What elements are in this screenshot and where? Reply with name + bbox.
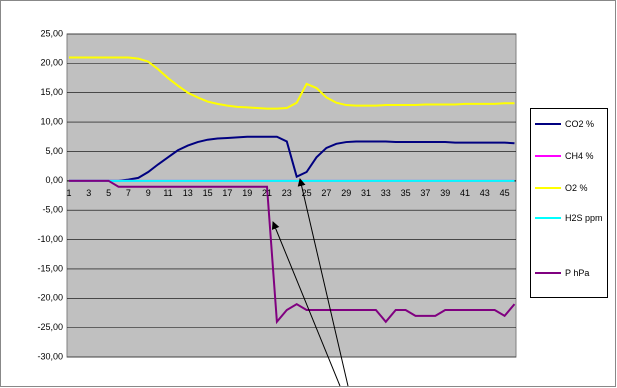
legend-item: CH4 % [531,150,607,162]
x-tick-label: 21 [262,188,272,198]
legend-item: O2 % [531,182,607,194]
legend-item: P hPa [531,267,607,279]
series-line [69,135,515,182]
legend: CO2 % CH4 % O2 % H2S ppm P hPa [530,108,608,298]
legend-label: CH4 % [565,151,594,161]
y-tick-label: 10,00 [40,116,63,126]
x-tick-label: 31 [361,188,371,198]
y-tick-label: -30,00 [37,351,63,361]
legend-swatch [535,272,561,274]
y-tick-label: -5,00 [42,205,63,215]
legend-item: H2S ppm [531,212,607,224]
legend-label: O2 % [565,183,588,193]
x-tick-label: 33 [381,188,391,198]
legend-swatch [535,187,561,189]
y-tick-label: -20,00 [37,293,63,303]
arrows [271,178,349,387]
y-tick-label: 25,00 [40,28,63,38]
x-tick-label: 45 [500,188,510,198]
legend-swatch [535,217,561,219]
y-tick-label: -10,00 [37,234,63,244]
x-tick-label: 9 [146,188,151,198]
series-line [69,56,515,110]
legend-item: CO2 % [531,118,607,130]
legend-label: P hPa [565,268,590,278]
arrow [271,221,341,387]
x-tick-label: 5 [106,188,111,198]
x-tick-label: 17 [222,188,232,198]
x-tick-label: 41 [460,188,470,198]
legend-label: H2S ppm [565,213,603,223]
legend-swatch [535,155,561,157]
x-tick-label: 11 [163,188,172,198]
x-tick-label: 7 [126,188,131,198]
x-tick-label: 3 [86,188,91,198]
legend-swatch [535,123,561,125]
lines [69,56,516,325]
arrow [297,178,349,387]
y-tick-label: 0,00 [45,175,63,185]
x-tick-label: 13 [183,188,193,198]
y-tick-label: -25,00 [37,322,63,332]
y-tick-label: 20,00 [40,58,63,68]
legend-label: CO2 % [565,119,595,129]
x-tick-label: 1 [66,188,71,198]
x-tick-label: 15 [203,188,213,198]
y-tick-label: -15,00 [37,263,63,273]
y-tick-label: 15,00 [40,87,63,97]
x-tick-label: 27 [321,188,331,198]
x-tick-label: 25 [302,188,312,198]
y-tick-label: 5,00 [45,146,63,156]
x-tick-label: 43 [480,188,490,198]
x-tick-label: 29 [341,188,351,198]
x-tick-label: 39 [440,188,450,198]
x-tick-label: 19 [242,188,252,198]
series-line [69,179,516,325]
labels: 25,00 20,00 15,00 10,00 5,00 0,00 -5,00 -10,00 -… [37,28,509,361]
x-tick-label: 35 [401,188,411,198]
x-tick-label: 37 [420,188,430,198]
x-tick-label: 23 [282,188,292,198]
plot-area [66,33,517,358]
